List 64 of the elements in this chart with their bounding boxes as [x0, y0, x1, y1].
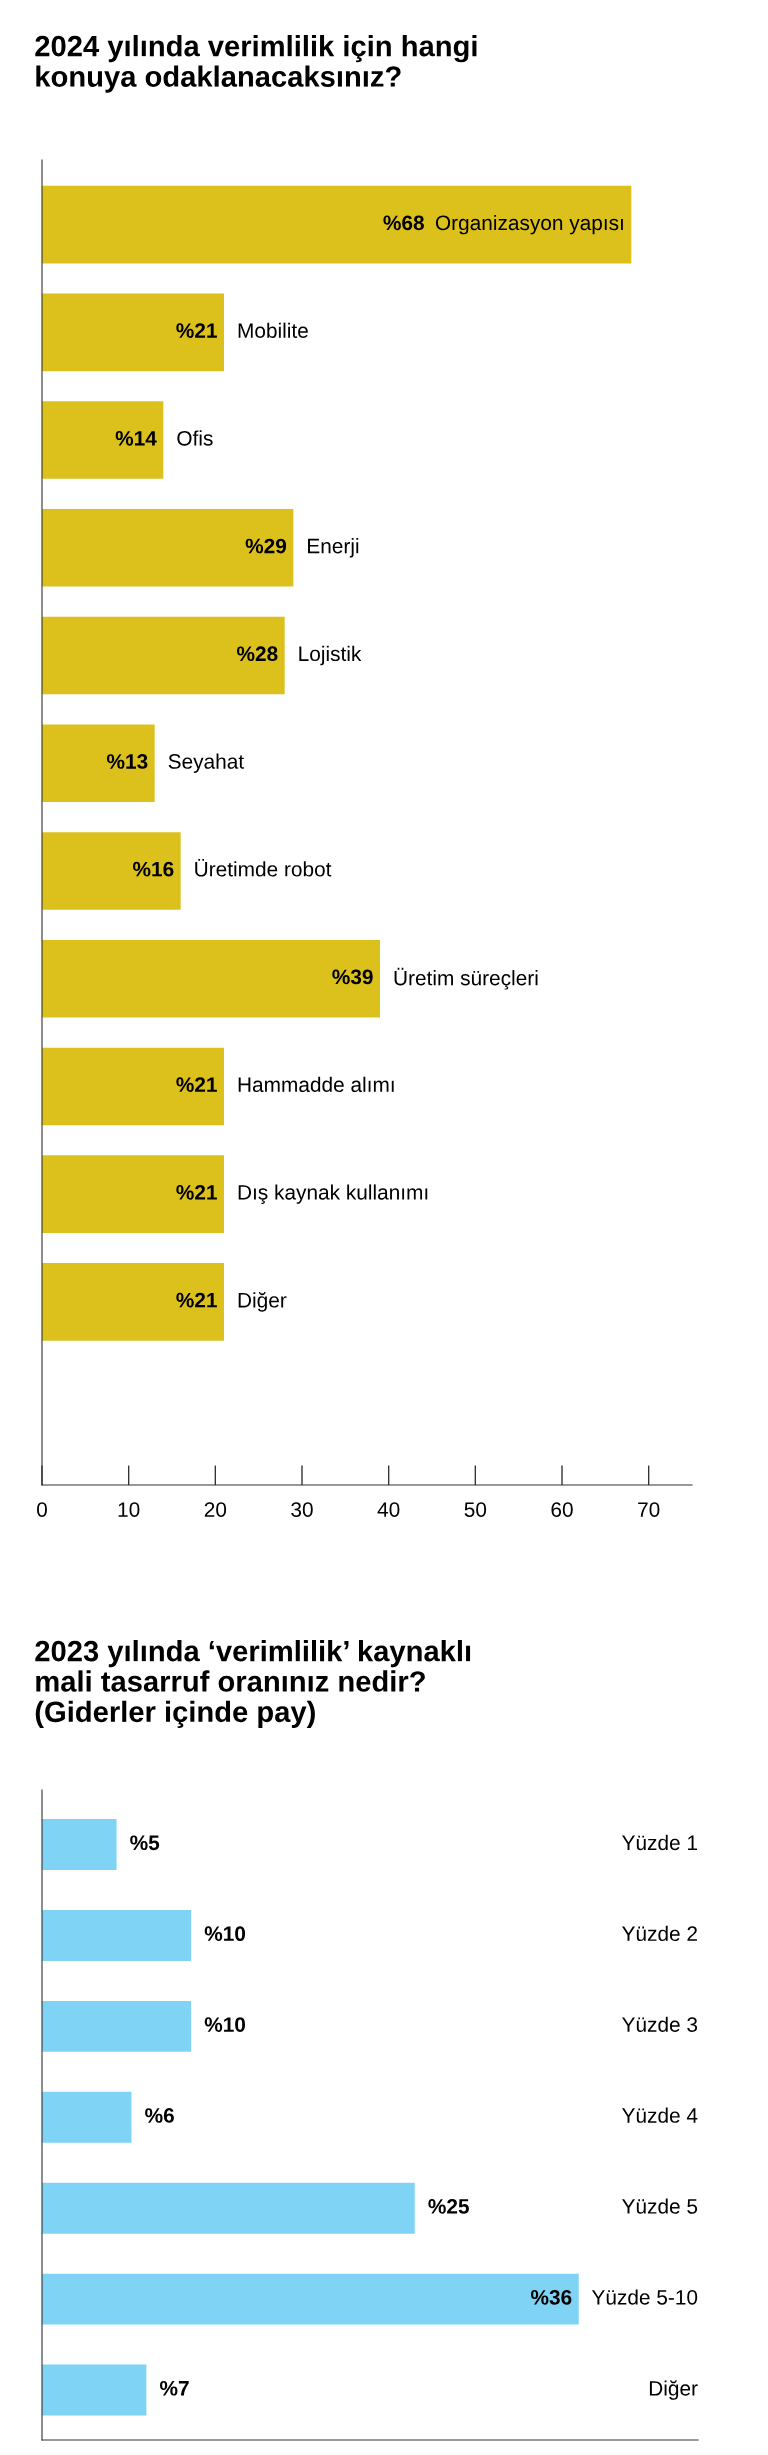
data-label: %25	[428, 2199, 469, 2214]
bar	[42, 1155, 224, 1233]
bar	[42, 2091, 132, 2143]
x-tick-label: 50	[464, 1502, 487, 1517]
data-label: %6	[145, 2108, 174, 2123]
y-tick-label: Organizasyon yapısı	[435, 214, 623, 235]
y-tick-label: Yüzde 4	[622, 2107, 698, 2123]
bar	[42, 1263, 224, 1341]
data-label: %7	[160, 2380, 189, 2396]
x-tick-label: 70	[638, 1502, 660, 1517]
y-tick-label: Yüzde 1	[622, 1834, 697, 1851]
bar	[42, 724, 155, 803]
y-tick-label: Seyahat	[168, 753, 244, 773]
x-tick-label: 40	[377, 1502, 400, 1517]
data-label: %5	[130, 1835, 160, 1851]
y-tick-label: Yüzde 3	[622, 2016, 698, 2032]
data-label: %28	[236, 646, 278, 662]
x-tick-label: 20	[204, 1502, 227, 1517]
bar	[42, 939, 380, 1018]
chart-title: 2024 yılında verimlilik için hangi konuya odaklanacaksınız?	[35, 35, 477, 93]
bar	[42, 1910, 192, 1961]
data-label: %36	[530, 2289, 572, 2305]
bar	[42, 832, 181, 910]
bar	[42, 1047, 224, 1126]
bar	[42, 1819, 117, 1870]
bar	[42, 401, 164, 479]
data-label: %14	[115, 430, 157, 446]
y-tick-label: Yüzde 5	[622, 2198, 698, 2214]
data-label: %13	[106, 754, 148, 769]
x-tick-label: 10	[118, 1502, 140, 1517]
data-label: %29	[245, 538, 287, 554]
bar	[42, 2273, 579, 2325]
data-label: %21	[176, 1077, 217, 1092]
x-tick-label: 60	[551, 1502, 573, 1517]
data-label: %21	[176, 1184, 217, 1200]
chart-title: 2023 yılında ‘verimlilik’ kaynaklı mali tasarruf oranınız nedir? (Giderler içinde pay)	[35, 1640, 471, 1728]
x-tick-label: 0	[37, 1502, 47, 1517]
bar	[42, 2182, 415, 2234]
bar	[42, 293, 224, 372]
data-label: %68	[383, 215, 424, 231]
bar	[42, 185, 632, 264]
data-label: %10	[204, 2017, 246, 2032]
y-tick-label: Mobilite	[238, 322, 308, 338]
data-label: %21	[176, 323, 217, 338]
y-tick-label: Ofis	[177, 430, 213, 446]
y-tick-label: Lojistik	[299, 645, 362, 666]
bar	[42, 616, 285, 695]
y-tick-label: Diğer	[649, 2380, 698, 2400]
y-tick-label: Enerji	[308, 538, 359, 558]
bar	[42, 509, 294, 587]
y-tick-label: Hammadde alımı	[238, 1076, 394, 1093]
y-tick-label: Diğer	[238, 1292, 287, 1312]
bar	[42, 2364, 147, 2416]
data-label: %10	[204, 1926, 246, 1942]
y-tick-label: Üretim süreçleri	[394, 967, 538, 990]
x-tick-label: 30	[291, 1502, 313, 1517]
data-label: %39	[332, 969, 373, 985]
y-tick-label: Dış kaynak kullanımı	[238, 1184, 428, 1204]
data-label: %21	[176, 1292, 217, 1308]
y-tick-label: Yüzde 5-10	[591, 2289, 698, 2305]
data-label: %16	[132, 861, 174, 877]
y-tick-label: Yüzde 2	[622, 1925, 697, 1942]
bar	[42, 2000, 192, 2052]
y-tick-label: Üretimde robot	[195, 858, 332, 877]
